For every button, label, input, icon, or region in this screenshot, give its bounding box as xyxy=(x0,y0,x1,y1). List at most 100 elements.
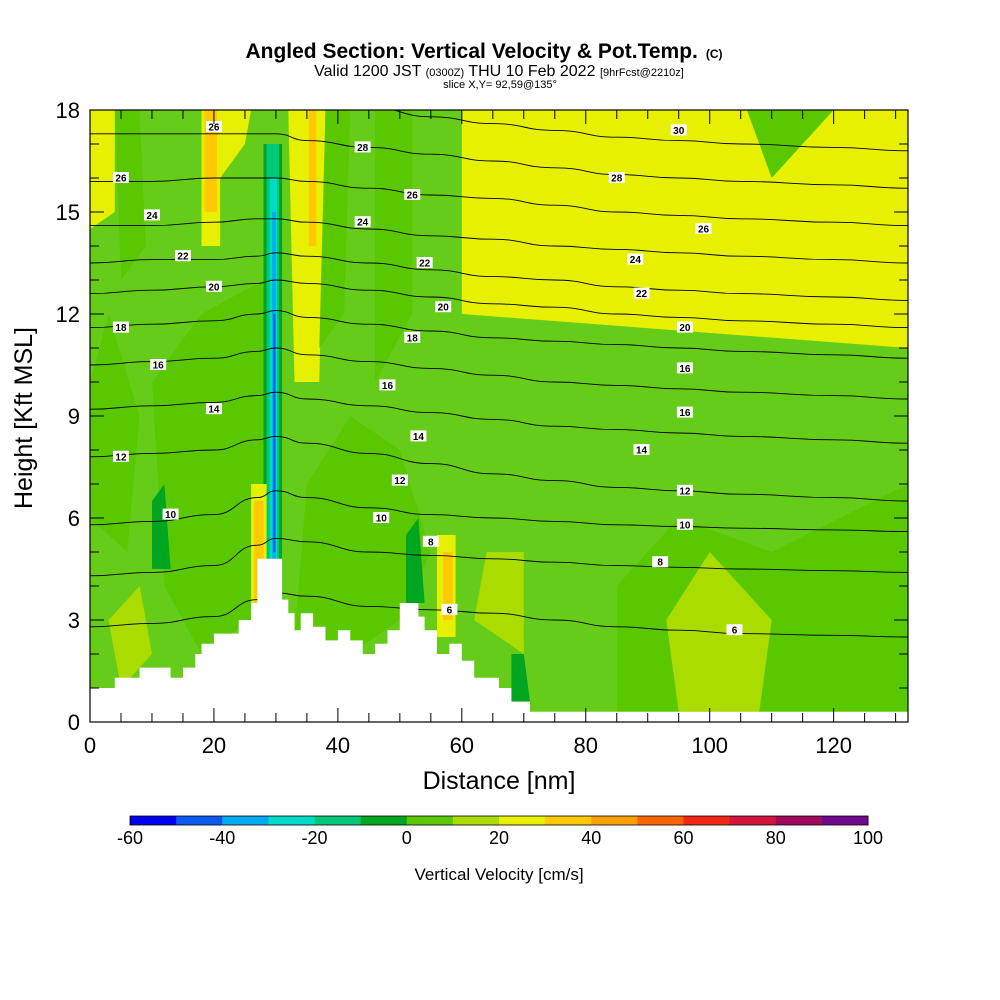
chart-title-tag: (C) xyxy=(706,47,723,61)
slice-label: slice X,Y= 92,59@135° xyxy=(443,79,557,91)
velocity-region-0 xyxy=(461,110,908,348)
contour-label-14: 22 xyxy=(633,287,650,300)
contour-label-13: 20 xyxy=(435,301,452,314)
contour-label-7: 24 xyxy=(354,216,371,229)
x-tick-label: 80 xyxy=(574,733,598,758)
terrain xyxy=(90,558,908,722)
contour-label-text-1: 28 xyxy=(357,143,369,154)
colorbar-tick-label: 60 xyxy=(673,828,693,848)
y-tick-label: 12 xyxy=(56,302,80,327)
contour-label-17: 20 xyxy=(676,321,693,334)
isentrope-14 xyxy=(90,391,908,444)
velocity-region-14 xyxy=(474,552,524,654)
contour-label-text-20: 16 xyxy=(679,364,691,375)
colorbar-swatch xyxy=(130,816,177,825)
velocity-region-16 xyxy=(152,484,171,569)
y-tick-label: 18 xyxy=(56,98,80,123)
x-tick-label: 60 xyxy=(450,733,474,758)
y-tick-label: 15 xyxy=(56,200,80,225)
contour-label-text-25: 14 xyxy=(636,446,648,457)
contour-label-text-6: 24 xyxy=(146,211,158,222)
velocity-region-26 xyxy=(308,110,317,246)
velocity-region-12 xyxy=(666,552,772,712)
contour-label-28: 12 xyxy=(676,484,693,497)
contour-label-text-7: 24 xyxy=(357,218,369,229)
contour-label-text-4: 26 xyxy=(407,191,419,202)
colorbar-tick-label: 80 xyxy=(766,828,786,848)
contour-label-text-14: 22 xyxy=(636,289,648,300)
contour-label-text-27: 12 xyxy=(394,476,406,487)
colorbar-swatch xyxy=(176,816,223,825)
chart-subtitle: Valid 1200 JST (0300Z) THU 10 Feb 2022 [… xyxy=(314,63,684,80)
colorbar-swatch xyxy=(314,816,362,825)
contour-label-text-23: 12 xyxy=(115,452,127,463)
isentrope-20 xyxy=(90,279,908,329)
velocity-region-9 xyxy=(375,110,413,382)
colorbar-tick-label: 0 xyxy=(402,828,412,848)
contour-label-23: 12 xyxy=(112,450,129,463)
contour-label-6: 24 xyxy=(143,209,160,222)
contour-label-19: 16 xyxy=(379,379,396,392)
contour-label-18: 16 xyxy=(150,359,167,372)
contour-label-text-32: 8 xyxy=(657,558,663,569)
contour-label-24: 14 xyxy=(410,430,427,443)
colorbar-swatch xyxy=(452,816,500,825)
contour-label-11: 24 xyxy=(627,253,644,266)
colorbar-swatch xyxy=(545,816,592,825)
contour-label-8: 26 xyxy=(695,223,712,236)
contour-label-text-12: 20 xyxy=(208,282,220,293)
colorbar-tick-label: 40 xyxy=(581,828,601,848)
contour-label-34: 6 xyxy=(726,624,743,637)
x-tick-label: 20 xyxy=(202,733,226,758)
contour-label-text-10: 22 xyxy=(419,259,431,270)
colorbar-swatch xyxy=(268,816,315,825)
contour-label-0: 26 xyxy=(205,121,222,134)
x-tick-label: 120 xyxy=(815,733,852,758)
contour-label-5: 28 xyxy=(608,172,625,185)
y-tick-label: 0 xyxy=(68,710,80,735)
velocity-region-1 xyxy=(90,110,115,229)
colorbar-tick-label: -60 xyxy=(117,828,143,848)
contour-label-text-11: 24 xyxy=(630,255,642,266)
contour-label-4: 26 xyxy=(404,189,421,202)
subtitle-prefix: Valid 1200 JST xyxy=(314,63,422,80)
contour-label-text-28: 12 xyxy=(679,486,691,497)
contour-label-32: 8 xyxy=(652,556,669,569)
contour-label-text-30: 10 xyxy=(679,520,691,531)
colorbar-swatch xyxy=(729,816,777,825)
colorbar-swatch xyxy=(683,816,731,825)
colorbar-tick-label: 100 xyxy=(853,828,883,848)
x-tick-label: 40 xyxy=(326,733,350,758)
y-axis-label: Height [Kft MSL] xyxy=(10,327,38,509)
axis-ticks: 0 20 40 60 80 100 120 0 3 6 9 12 15 18 xyxy=(56,98,908,758)
contour-label-26: 10 xyxy=(162,508,179,521)
contour-label-text-21: 14 xyxy=(208,405,220,416)
x-tick-label: 0 xyxy=(84,733,96,758)
contour-label-text-24: 14 xyxy=(413,432,425,443)
velocity-region-30 xyxy=(443,552,453,620)
isentrope-22 xyxy=(90,252,908,301)
contour-label-text-26: 10 xyxy=(165,510,177,521)
isentrope-18 xyxy=(90,310,908,359)
contour-label-text-3: 26 xyxy=(115,174,127,185)
contour-label-15: 18 xyxy=(112,321,129,334)
isentrope-28 xyxy=(90,133,908,189)
velocity-region-11 xyxy=(114,110,146,280)
contour-label-text-8: 26 xyxy=(698,225,710,236)
colorbar-swatch xyxy=(821,816,869,825)
contour-label-31: 8 xyxy=(422,535,439,548)
y-tick-label: 9 xyxy=(68,404,80,429)
colorbar-tick-label: -40 xyxy=(209,828,235,848)
contour-label-text-2: 30 xyxy=(673,126,685,137)
contour-label-text-17: 20 xyxy=(679,323,691,334)
velocity-region-13 xyxy=(108,586,152,688)
colorbar: -60 -40 -20 0 20 40 60 80 100 xyxy=(117,815,883,848)
x-tick-label: 100 xyxy=(691,733,728,758)
colorbar-swatch xyxy=(406,816,454,825)
contour-label-text-34: 6 xyxy=(732,626,738,637)
velocity-region-24 xyxy=(204,110,217,212)
colorbar-label: Vertical Velocity [cm/s] xyxy=(414,865,583,884)
contour-label-text-19: 16 xyxy=(382,381,394,392)
colorbar-swatch xyxy=(360,816,408,825)
